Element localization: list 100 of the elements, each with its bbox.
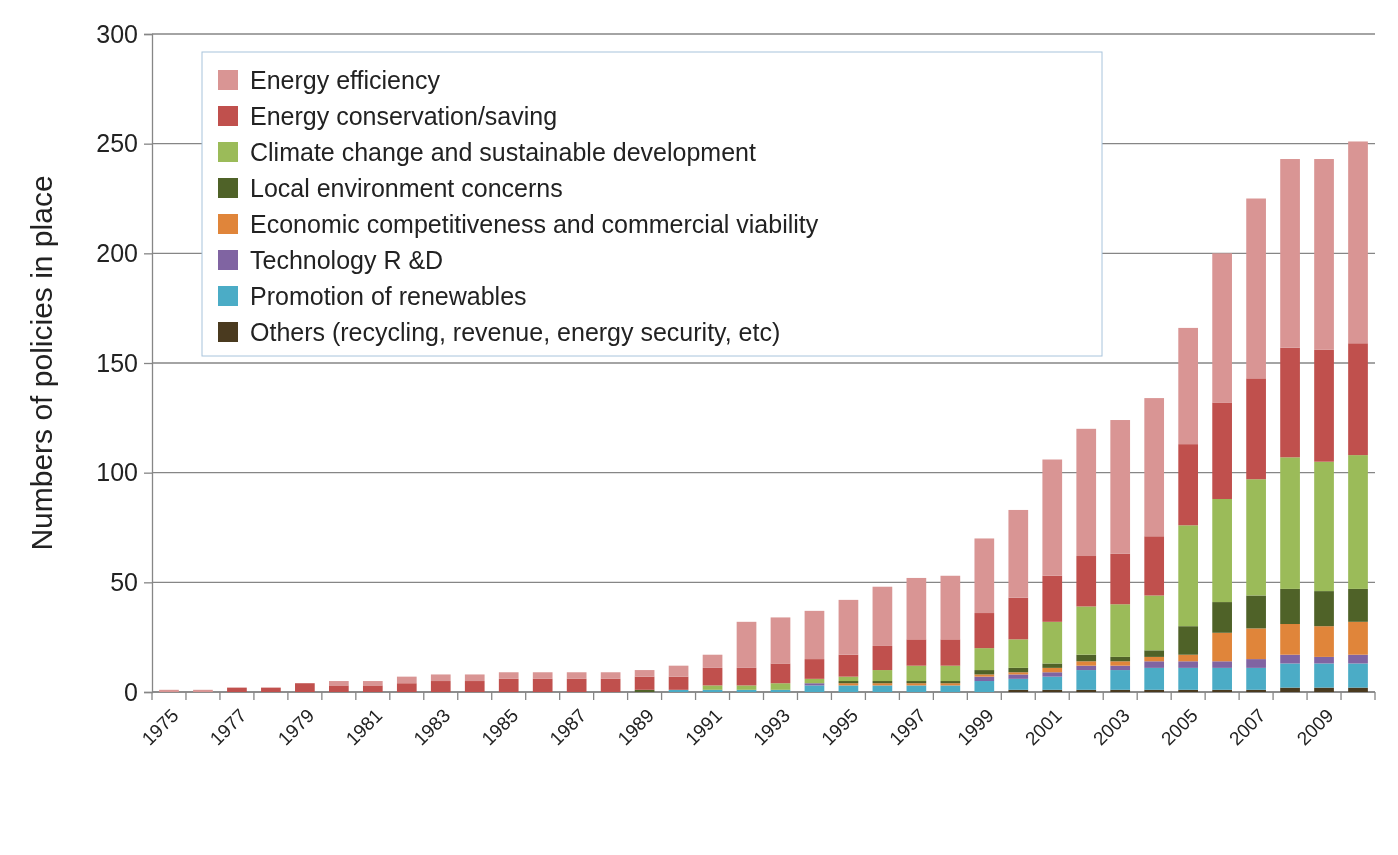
bar [1280, 588, 1300, 625]
bar [1212, 689, 1232, 692]
bar [974, 681, 995, 692]
bar [430, 681, 451, 692]
bar [1246, 378, 1266, 480]
bar [1348, 663, 1368, 688]
bar [1144, 667, 1165, 690]
bar [1008, 509, 1029, 598]
bar [1280, 654, 1300, 664]
bar [906, 639, 927, 666]
bar [1178, 444, 1198, 526]
bar [1076, 556, 1097, 607]
bar [1076, 670, 1097, 690]
bar [193, 689, 213, 692]
bar [736, 685, 757, 690]
y-tick-label: 150 [96, 348, 138, 377]
bar [1076, 665, 1097, 671]
bar [1178, 654, 1198, 662]
bar [1348, 455, 1368, 589]
bar [668, 665, 689, 677]
y-tick-label: 100 [96, 458, 138, 487]
bar [1314, 626, 1334, 657]
bar [329, 681, 349, 686]
bar [1314, 663, 1334, 688]
bar [1144, 689, 1165, 692]
bar [1280, 624, 1300, 655]
bar [1348, 687, 1368, 692]
bar [1110, 665, 1131, 671]
bar [804, 659, 825, 679]
bar [1246, 595, 1266, 629]
bar [362, 685, 383, 692]
bar [1110, 661, 1131, 666]
bar [702, 667, 723, 686]
bar [464, 681, 485, 692]
bar [906, 685, 927, 692]
bar [1246, 198, 1266, 379]
bar [1280, 457, 1300, 589]
bar [1076, 689, 1097, 692]
bar [1008, 672, 1029, 675]
bar [498, 678, 519, 692]
bar [1144, 595, 1165, 651]
bar [1348, 621, 1368, 655]
bar [1042, 621, 1063, 664]
bar [396, 683, 417, 692]
bar [295, 683, 315, 692]
bar [227, 687, 247, 692]
bar [1076, 606, 1097, 655]
bar [702, 654, 723, 668]
bar [1280, 663, 1300, 688]
bar [1246, 628, 1266, 660]
bar [974, 670, 995, 675]
bar [532, 672, 553, 679]
legend-label: Technology R &D [250, 245, 444, 274]
bar [838, 685, 859, 692]
bar [1144, 661, 1165, 668]
bar [600, 672, 621, 679]
bar [906, 665, 927, 682]
bar [736, 667, 757, 686]
y-tick-label: 0 [124, 677, 138, 706]
bar [600, 678, 621, 692]
bar [1076, 654, 1097, 662]
legend-label: Climate change and sustainable development [250, 137, 756, 166]
bar [1042, 663, 1063, 668]
bar [1246, 689, 1266, 692]
bar [974, 674, 995, 677]
bar [1314, 349, 1334, 462]
bar [1212, 253, 1232, 403]
bar [1110, 656, 1131, 662]
bar [906, 577, 927, 640]
y-tick-label: 300 [96, 19, 138, 48]
bar [1246, 659, 1266, 668]
bar [1144, 398, 1165, 537]
bar [1212, 661, 1232, 668]
bar [974, 648, 995, 671]
legend-label: Energy conservation/saving [250, 101, 558, 130]
bar [1008, 597, 1029, 640]
bar [1348, 654, 1368, 664]
bar [1212, 602, 1232, 633]
bar [362, 681, 383, 686]
legend-label: Others (recycling, revenue, energy security, etc) [250, 317, 781, 346]
bar [1178, 626, 1198, 655]
bar [1178, 689, 1198, 692]
bar [634, 670, 655, 677]
bar [974, 676, 995, 682]
bar [1144, 656, 1165, 662]
bar [498, 672, 519, 679]
bar [1178, 525, 1198, 627]
bar [1110, 670, 1131, 690]
bar [1280, 159, 1300, 348]
bar [770, 683, 791, 690]
bar [396, 676, 417, 684]
bar [566, 672, 587, 679]
bar [872, 586, 893, 646]
bar [1110, 553, 1131, 605]
bar [430, 674, 451, 682]
bar [1212, 667, 1232, 690]
bar [1042, 672, 1063, 677]
bar [1212, 498, 1232, 603]
bar [974, 613, 995, 649]
bar [872, 645, 893, 671]
